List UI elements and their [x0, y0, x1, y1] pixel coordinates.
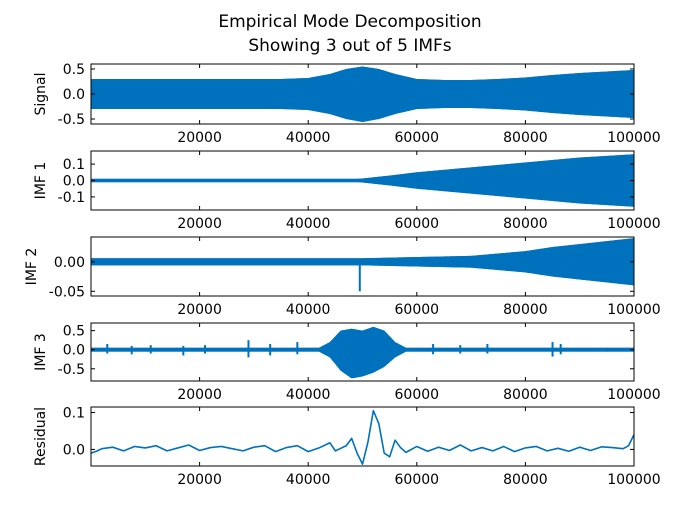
y-tick-label: -0.05	[49, 284, 85, 300]
panel-signal: 0.5 0.0 -0.5 20000 40000 60000 80000 100000 Sign…	[33, 62, 661, 146]
series-envelope-imf2	[91, 238, 634, 286]
x-tick-label: 100000	[607, 302, 660, 318]
y-tick-label: 0.00	[54, 255, 85, 271]
y-axis-label: IMF 1	[33, 162, 49, 200]
plot-area-imf3	[91, 326, 634, 379]
x-tick-label: 100000	[607, 387, 660, 403]
x-tick-label: 100000	[607, 130, 660, 146]
x-tick-label: 80000	[503, 472, 548, 488]
y-tick-label: 0.0	[63, 343, 85, 359]
y-tick-label: 0.0	[63, 174, 85, 190]
x-tick-label: 100000	[607, 216, 660, 232]
x-tick-label: 80000	[503, 216, 548, 232]
y-tick-label: 0.0	[63, 442, 85, 458]
plot-area-imf2	[91, 238, 634, 292]
axes-frame	[90, 322, 635, 382]
y-tick-label: 0.5	[63, 324, 85, 340]
y-tick-label: -0.5	[58, 362, 85, 378]
y-tick-label: 0.1	[63, 157, 85, 173]
y-tick-label: 0.5	[63, 62, 85, 78]
panels: 0.5 0.0 -0.5 20000 40000 60000 80000 100000 Sign…	[24, 62, 661, 488]
x-tick-label: 40000	[286, 216, 331, 232]
x-tick-label: 40000	[286, 130, 331, 146]
panel-imf3: 0.5 0.0 -0.5 20000 40000 60000 80000 100000 IMF …	[33, 322, 661, 403]
series-envelope-imf3	[91, 326, 634, 379]
x-tick-label: 40000	[286, 387, 331, 403]
x-tick-label: 60000	[395, 387, 440, 403]
y-axis-label: Residual	[33, 407, 49, 466]
x-tick-label: 60000	[395, 472, 440, 488]
y-tick-label: -0.5	[58, 112, 85, 128]
plot-area-signal	[91, 66, 634, 122]
x-tick-label: 100000	[607, 472, 660, 488]
x-tick-label: 60000	[395, 216, 440, 232]
plot-area-residual	[91, 409, 634, 465]
x-tick-label: 20000	[177, 216, 222, 232]
x-tick-label: 40000	[286, 472, 331, 488]
x-tick-label: 20000	[177, 302, 222, 318]
y-axis-label: IMF 3	[33, 333, 49, 371]
y-tick-label: 0.1	[63, 406, 85, 422]
x-tick-label: 20000	[177, 130, 222, 146]
chart-subtitle: Showing 3 out of 5 IMFs	[248, 36, 451, 56]
axes-frame	[90, 406, 635, 467]
x-tick-label: 20000	[177, 387, 222, 403]
x-tick-label: 80000	[503, 387, 548, 403]
y-tick-label: 0.0	[63, 87, 85, 103]
chart-title: Empirical Mode Decomposition	[218, 12, 481, 32]
x-tick-label: 80000	[503, 130, 548, 146]
x-tick-label: 20000	[177, 472, 222, 488]
y-axis-label: Signal	[33, 72, 49, 115]
series-envelope-signal	[91, 66, 634, 122]
axes-frame	[90, 236, 635, 297]
plot-area-imf1	[91, 154, 634, 207]
y-tick-label: -0.1	[58, 190, 85, 206]
x-tick-label: 80000	[503, 302, 548, 318]
y-axis-label: IMF 2	[24, 248, 40, 286]
x-tick-label: 60000	[395, 130, 440, 146]
panel-imf2: 0.00 -0.05 20000 40000 60000 80000 100000 IMF 2	[24, 236, 661, 318]
series-line-residual	[91, 409, 634, 465]
series-envelope-imf1	[91, 154, 634, 207]
panel-imf1: 0.10.0-0.1 20000 40000 60000 80000 100000 IMF …	[33, 150, 661, 232]
x-tick-label: 40000	[286, 302, 331, 318]
x-tick-label: 60000	[395, 302, 440, 318]
panel-residual: 0.1 0.0 20000 40000 60000 80000 100000 Residual	[33, 406, 661, 488]
